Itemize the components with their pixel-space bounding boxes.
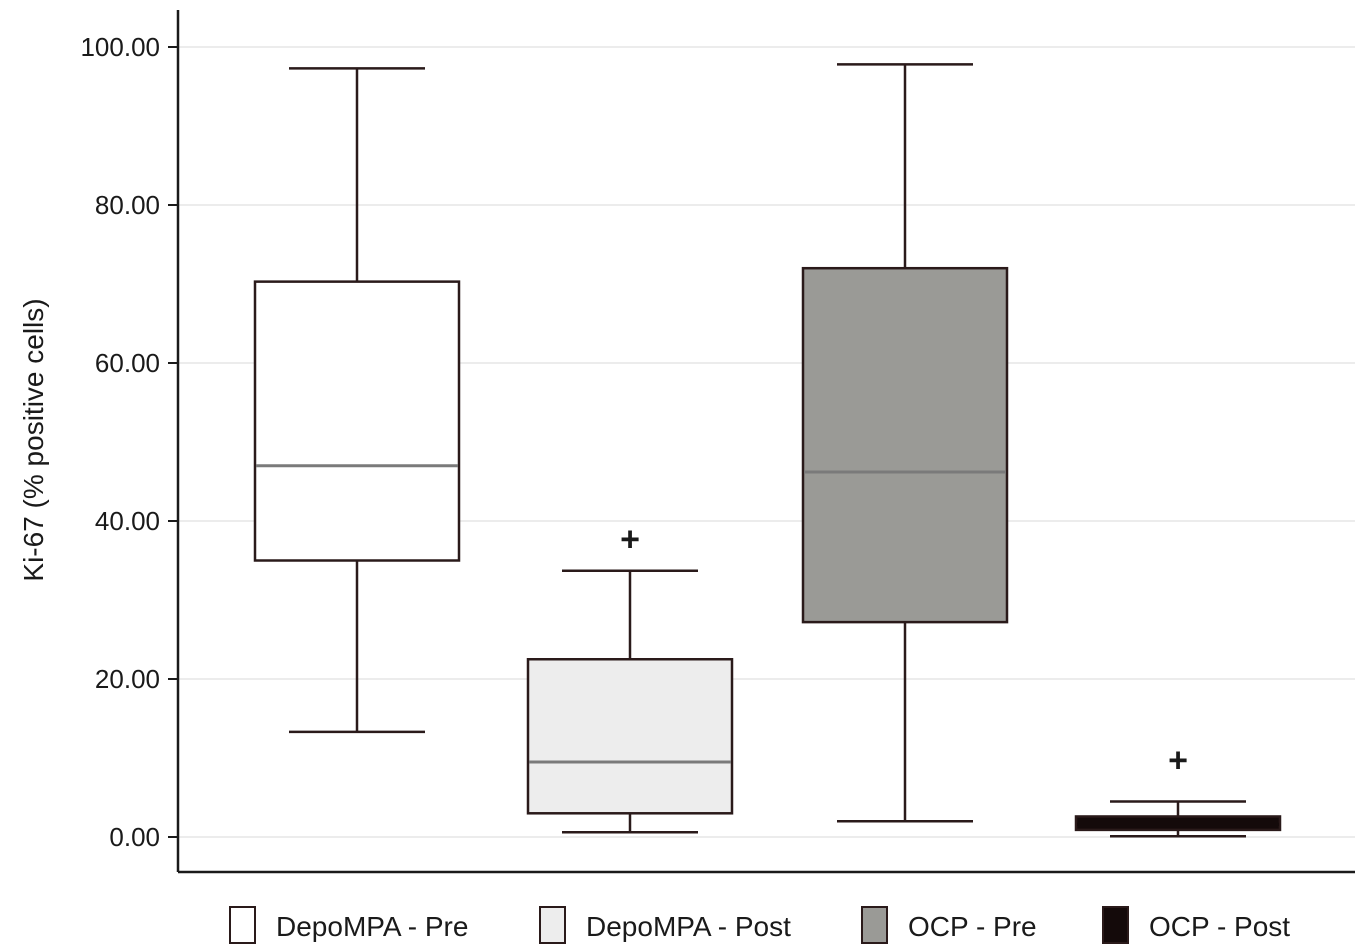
- legend-item-3: OCP - Post: [1102, 906, 1290, 944]
- legend-label: OCP - Pre: [908, 911, 1037, 942]
- y-axis-title: Ki-67 (% positive cells): [18, 298, 49, 581]
- y-tick-label-2: 40.00: [95, 506, 160, 536]
- legend-swatch: [1102, 906, 1129, 944]
- y-tick-label-1: 20.00: [95, 664, 160, 694]
- box-group-2: [801, 63, 1009, 823]
- box-series: ++: [253, 63, 1282, 838]
- box-iqr: [526, 658, 734, 815]
- legend-label: DepoMPA - Post: [586, 911, 791, 942]
- legend: DepoMPA - Pre DepoMPA - Post OCP - Pre OCP …: [229, 906, 1290, 944]
- box-iqr: [253, 280, 461, 562]
- legend-swatch: [861, 906, 888, 944]
- legend-item-0: DepoMPA - Pre: [229, 906, 468, 944]
- box-group-1: +: [526, 520, 734, 834]
- y-tick-label-0: 0.00: [109, 822, 160, 852]
- box-group-3: +: [1074, 742, 1282, 838]
- box-group-0: [253, 67, 461, 734]
- outlier-marker-0: +: [1168, 742, 1188, 780]
- legend-label: OCP - Post: [1149, 911, 1290, 942]
- legend-item-1: DepoMPA - Post: [539, 906, 791, 944]
- legend-label: DepoMPA - Pre: [276, 911, 468, 942]
- legend-swatch: [539, 906, 566, 944]
- legend-item-2: OCP - Pre: [861, 906, 1037, 944]
- y-tick-label-4: 80.00: [95, 190, 160, 220]
- y-ticks: 0.00 20.00 40.00 60.00 80.00 100.00: [80, 32, 178, 852]
- y-tick-label-5: 100.00: [80, 32, 160, 62]
- axes: [176, 10, 1355, 874]
- box-iqr: [801, 266, 1009, 624]
- legend-swatch: [229, 906, 256, 944]
- outlier-marker-0: +: [620, 520, 640, 558]
- y-tick-label-3: 60.00: [95, 348, 160, 378]
